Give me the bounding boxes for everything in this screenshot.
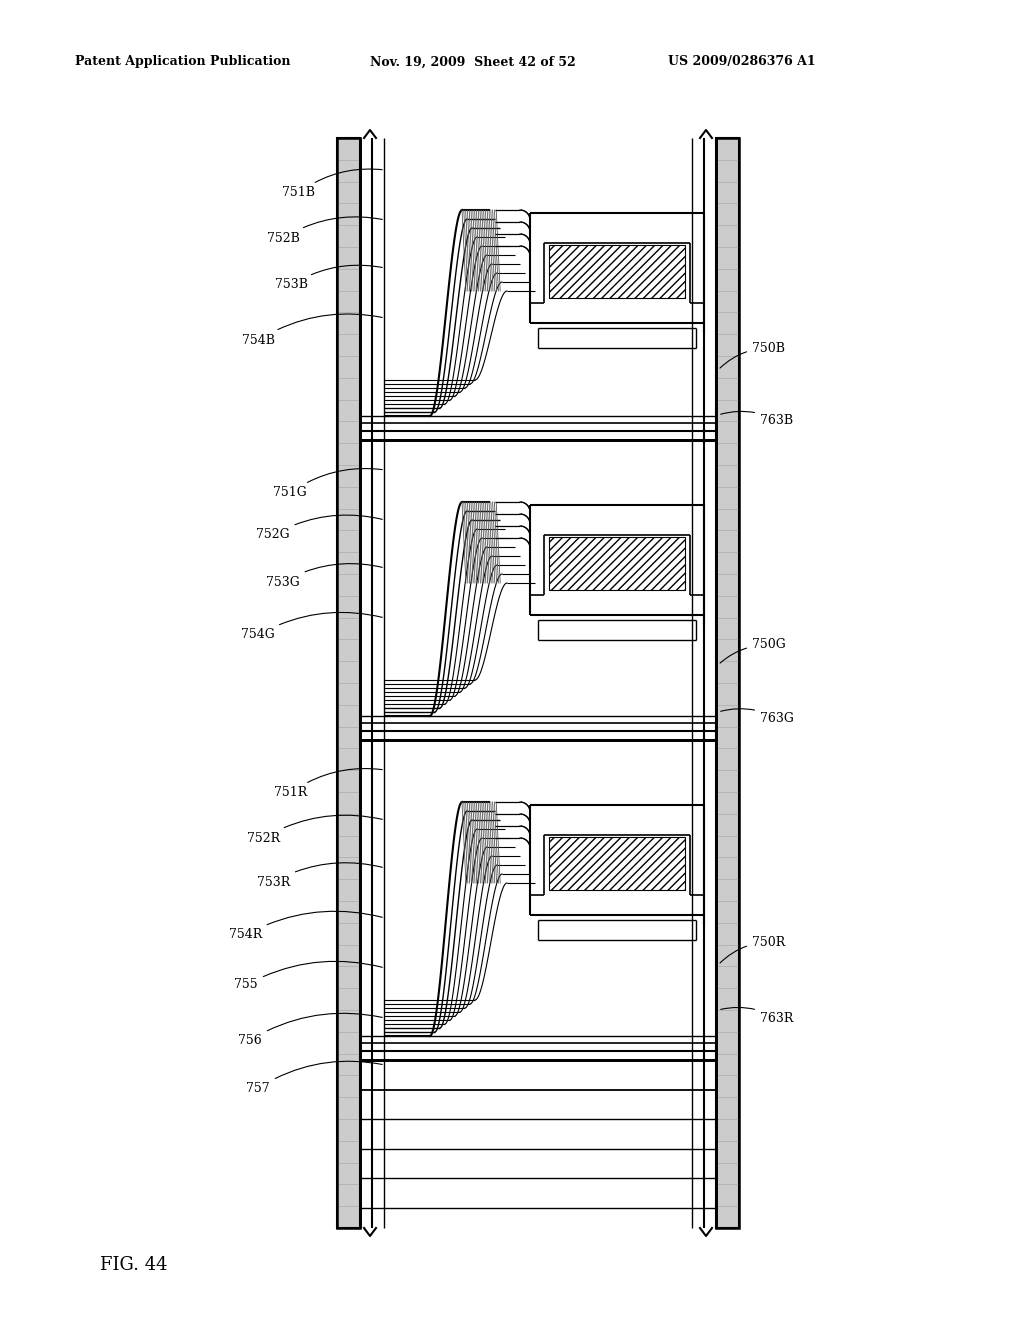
Bar [337, 139, 360, 1228]
Text: 750R: 750R [720, 936, 785, 964]
Bar [716, 139, 739, 1228]
Text: 763B: 763B [721, 412, 794, 426]
Bar [549, 837, 685, 890]
Text: 753G: 753G [266, 564, 382, 589]
Text: Patent Application Publication: Patent Application Publication [75, 55, 291, 69]
Text: 756: 756 [239, 1014, 382, 1047]
Text: 763R: 763R [721, 1007, 794, 1024]
Text: US 2009/0286376 A1: US 2009/0286376 A1 [668, 55, 816, 69]
Text: 752R: 752R [247, 816, 382, 845]
Text: FIG. 44: FIG. 44 [100, 1257, 168, 1274]
Bar [549, 246, 685, 298]
Bar [337, 139, 360, 1228]
Text: 754R: 754R [228, 911, 382, 941]
Text: 763G: 763G [721, 709, 794, 725]
Text: 750B: 750B [720, 342, 785, 368]
Text: 751G: 751G [273, 469, 382, 499]
Text: 753R: 753R [257, 863, 382, 888]
Bar [549, 537, 685, 590]
Text: 753B: 753B [275, 265, 382, 292]
Text: 757: 757 [247, 1061, 382, 1094]
Bar [716, 139, 739, 1228]
Text: 752G: 752G [256, 515, 382, 541]
Text: 754B: 754B [242, 314, 382, 346]
Text: Nov. 19, 2009  Sheet 42 of 52: Nov. 19, 2009 Sheet 42 of 52 [370, 55, 575, 69]
Text: 750G: 750G [720, 639, 785, 663]
Text: 755: 755 [234, 961, 382, 991]
Text: 752B: 752B [267, 216, 382, 244]
Text: 751B: 751B [282, 169, 382, 199]
Text: 754G: 754G [242, 612, 382, 642]
Text: 751R: 751R [273, 768, 382, 800]
